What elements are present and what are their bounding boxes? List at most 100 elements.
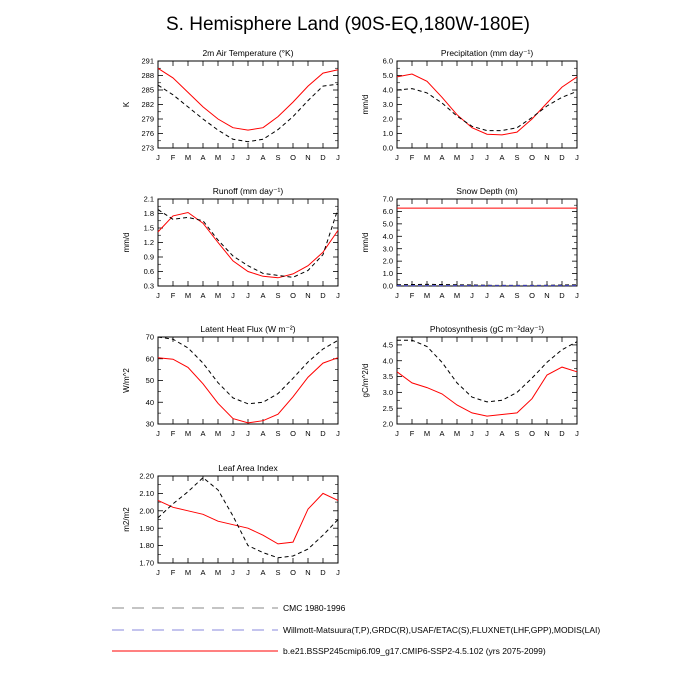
- y-tick-label: 1.80: [139, 541, 154, 550]
- x-tick-label: S: [275, 291, 280, 300]
- y-tick-label: 3.0: [383, 100, 393, 109]
- x-tick-label: J: [485, 429, 489, 438]
- x-tick-label: A: [260, 568, 265, 577]
- x-tick-label: F: [171, 568, 176, 577]
- runoff-mm-day-panel: Runoff (mm day⁻¹) 0.3 0.6 0.9 1.2 1.5 1.8 2.1 J F…: [122, 186, 340, 300]
- x-tick-label: J: [156, 291, 160, 300]
- observed-series-line: [157, 208, 339, 278]
- y-tick-label: 0.0: [383, 144, 393, 153]
- legend-label-2: b.e21.BSSP245cmip6.f09_g17.CMIP6-SSP2-4.…: [283, 646, 546, 656]
- legend: CMC 1980-1996 Willmott-Matsuura(T,P),GRDC…: [112, 603, 600, 656]
- x-tick-label: S: [275, 153, 280, 162]
- y-tick-label: 1.90: [139, 524, 154, 533]
- legend-label-1: Willmott-Matsuura(T,P),GRDC(R),USAF/ETAC…: [283, 625, 600, 635]
- leaf-area-index-ylabel: m2/m2: [122, 507, 131, 532]
- x-tick-label: M: [215, 291, 221, 300]
- x-tick-label: A: [200, 568, 205, 577]
- runoff-mm-day-ylabel: mm/d: [122, 233, 131, 253]
- photosynthesis-gc-m-day-title: Photosynthesis (gC m⁻²day⁻¹): [430, 324, 544, 334]
- y-tick-label: 3.5: [383, 372, 393, 381]
- panels-group: 2m Air Temperature (°K) 273 276 279 282 285 28…: [122, 48, 579, 577]
- model-series-line: [396, 73, 578, 136]
- x-tick-label: O: [290, 153, 296, 162]
- y-tick-label: 2.00: [139, 506, 154, 515]
- x-tick-label: S: [514, 153, 519, 162]
- figure-title: S. Hemisphere Land (90S-EQ,180W-180E): [166, 14, 530, 35]
- y-tick-label: 1.0: [383, 269, 393, 278]
- x-tick-label: M: [454, 291, 460, 300]
- x-tick-label: M: [424, 429, 430, 438]
- x-tick-label: A: [439, 429, 444, 438]
- y-tick-label: 1.8: [144, 209, 154, 218]
- x-tick-label: J: [246, 291, 250, 300]
- y-tick-label: 2.0: [383, 420, 393, 429]
- legend-label-0: CMC 1980-1996: [283, 603, 346, 613]
- 2m-air-temperature-k-title: 2m Air Temperature (°K): [202, 48, 293, 58]
- y-tick-label: 3.0: [383, 388, 393, 397]
- x-tick-label: O: [529, 153, 535, 162]
- x-tick-label: A: [499, 429, 504, 438]
- model-series-line: [157, 211, 339, 279]
- latent-heat-flux-w-m-frame: [157, 336, 339, 425]
- y-tick-label: 279: [141, 115, 154, 124]
- y-tick-label: 0.6: [144, 267, 154, 276]
- x-tick-label: M: [454, 153, 460, 162]
- y-tick-label: 30: [146, 420, 154, 429]
- x-tick-label: J: [575, 153, 579, 162]
- x-tick-label: A: [439, 291, 444, 300]
- x-tick-label: M: [215, 568, 221, 577]
- y-tick-label: 273: [141, 144, 154, 153]
- x-tick-label: O: [529, 291, 535, 300]
- precipitation-mm-day-title: Precipitation (mm day⁻¹): [441, 48, 534, 58]
- x-tick-label: A: [260, 291, 265, 300]
- x-tick-label: M: [185, 568, 191, 577]
- y-tick-label: 0.9: [144, 253, 154, 262]
- x-tick-label: J: [231, 568, 235, 577]
- x-tick-label: O: [529, 429, 535, 438]
- y-tick-label: 4.0: [383, 356, 393, 365]
- x-tick-label: M: [185, 429, 191, 438]
- x-tick-label: M: [424, 291, 430, 300]
- y-tick-label: 2.0: [383, 115, 393, 124]
- y-tick-label: 285: [141, 86, 154, 95]
- y-tick-label: 2.1: [144, 195, 154, 204]
- leaf-area-index-title: Leaf Area Index: [218, 463, 278, 473]
- x-tick-label: A: [260, 429, 265, 438]
- x-tick-label: N: [544, 429, 549, 438]
- x-tick-label: M: [424, 153, 430, 162]
- x-tick-label: J: [156, 429, 160, 438]
- x-tick-label: S: [514, 291, 519, 300]
- y-tick-label: 2.10: [139, 489, 154, 498]
- x-tick-label: F: [410, 153, 415, 162]
- x-tick-label: S: [275, 429, 280, 438]
- observed-series-line: [396, 88, 578, 132]
- y-tick-label: 7.0: [383, 195, 393, 204]
- model-series-line: [396, 366, 578, 417]
- y-tick-label: 70: [146, 333, 154, 342]
- snow-depth-m-title: Snow Depth (m): [456, 186, 518, 196]
- x-tick-label: F: [171, 153, 176, 162]
- y-tick-label: 6.0: [383, 207, 393, 216]
- x-tick-label: J: [246, 429, 250, 438]
- x-tick-label: J: [336, 153, 340, 162]
- x-tick-label: J: [156, 568, 160, 577]
- x-tick-label: J: [485, 153, 489, 162]
- y-tick-label: 2.5: [383, 404, 393, 413]
- snow-depth-m-panel: Snow Depth (m) 0.0 1.0 2.0 3.0 4.0 5.0 6.0 7.0 J F…: [361, 186, 579, 300]
- observed-series-line: [157, 477, 339, 559]
- x-tick-label: J: [246, 568, 250, 577]
- x-tick-label: D: [559, 153, 565, 162]
- model-series-line: [157, 357, 339, 424]
- x-tick-label: N: [305, 429, 310, 438]
- x-tick-label: O: [290, 429, 296, 438]
- x-tick-label: N: [544, 153, 549, 162]
- x-tick-label: J: [231, 291, 235, 300]
- y-tick-label: 3.0: [383, 244, 393, 253]
- x-tick-label: N: [544, 291, 549, 300]
- precipitation-mm-day-panel: Precipitation (mm day⁻¹) 0.0 1.0 2.0 3.0 4.0 5…: [361, 48, 579, 162]
- x-tick-label: J: [156, 153, 160, 162]
- x-tick-label: J: [231, 429, 235, 438]
- snow-depth-m-frame: [396, 198, 578, 287]
- x-tick-label: F: [171, 429, 176, 438]
